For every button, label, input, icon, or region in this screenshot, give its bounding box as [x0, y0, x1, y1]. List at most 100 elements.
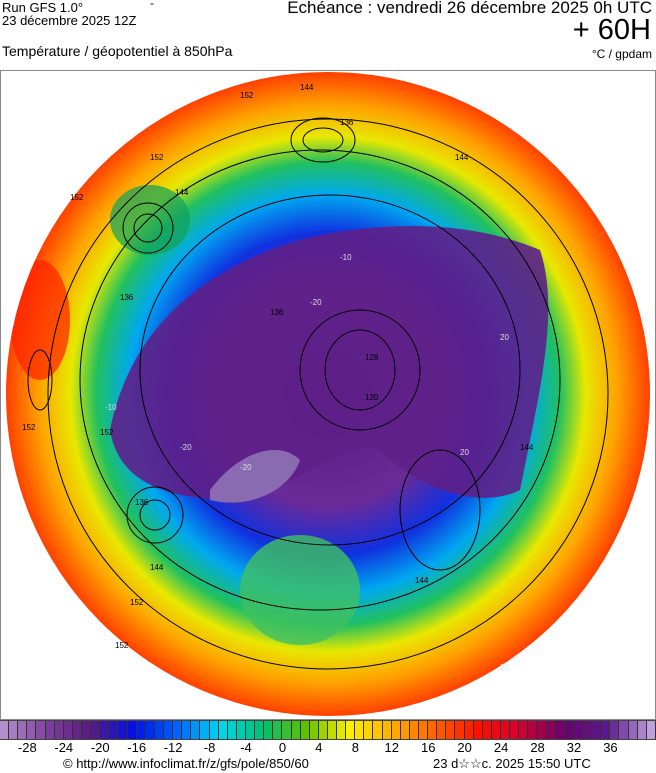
color-scale-cell: [446, 721, 456, 739]
color-scale-cell: [264, 721, 274, 739]
dash-mark: -: [150, 0, 154, 10]
color-scale-cell: [54, 721, 64, 739]
polar-temperature-map: 152 144 136 152 144 152 144 136 128 120 136 144 152 1…: [0, 70, 656, 720]
color-scale-cell: [537, 721, 547, 739]
isotherm-label: -20: [310, 298, 322, 307]
color-scale-cell: [428, 721, 438, 739]
color-scale-tick: 4: [315, 740, 323, 755]
color-scale-cell: [318, 721, 328, 739]
color-scale-cell: [173, 721, 183, 739]
parameter-title: Température / géopotentiel à 850hPa: [2, 43, 233, 59]
color-scale-cell: [191, 721, 201, 739]
color-scale-tick: 16: [420, 740, 436, 755]
isotherm-label: -20: [240, 463, 252, 472]
color-scale-cell: [555, 721, 565, 739]
color-scale-cell: [482, 721, 492, 739]
run-date: 23 décembre 2025 12Z: [2, 13, 137, 28]
color-scale-cell: [491, 721, 502, 739]
isotherm-label: 20: [500, 333, 509, 342]
isotherm-label: -20: [180, 443, 192, 452]
green-region: [240, 535, 360, 645]
color-scale-cell: [583, 721, 593, 739]
color-scale-cell: [63, 721, 73, 739]
color-scale-cell: [291, 721, 301, 739]
color-scale-cell: [337, 721, 347, 739]
color-scale-cell: [218, 721, 228, 739]
color-scale-cell: [72, 721, 82, 739]
color-scale-cell: [182, 721, 192, 739]
color-scale-cell: [100, 721, 110, 739]
color-scale-tick: 12: [384, 740, 399, 755]
color-scale-cell: [546, 721, 556, 739]
color-scale-cell: [309, 721, 319, 739]
color-scale-cell: [382, 721, 392, 739]
cold-core: [210, 450, 300, 503]
color-scale-tick: 28: [530, 740, 545, 755]
isotherm-label: 20: [460, 448, 469, 457]
color-scale-cell: [592, 721, 602, 739]
color-scale-cell: [355, 721, 365, 739]
color-scale-cell: [200, 721, 210, 739]
color-scale-cell: [637, 721, 647, 739]
color-scale-cell: [273, 721, 283, 739]
color-scale-cell: [236, 721, 246, 739]
color-scale-cell: [528, 721, 538, 739]
color-scale-tick: 8: [351, 740, 359, 755]
color-scale-cell: [300, 721, 310, 739]
generated-time: 23 d☆☆c. 2025 15:50 UTC: [433, 756, 591, 771]
color-scale-tick: 0: [278, 740, 287, 755]
color-scale-cell: [282, 721, 292, 739]
color-scale-cell: [628, 721, 638, 739]
contour-label: 152: [100, 428, 114, 437]
color-scale-tick: -20: [90, 740, 110, 755]
color-scale-cell: [145, 721, 155, 739]
contour-label: 144: [175, 188, 189, 197]
isotherm-label: 20: [500, 663, 509, 672]
contour-label: 120: [365, 393, 379, 402]
color-scale-cell: [464, 721, 474, 739]
color-scale-cell: [127, 721, 137, 739]
color-scale-tick: -28: [17, 740, 37, 755]
color-scale-cell: [118, 721, 128, 739]
color-scale-cell: [45, 721, 55, 739]
contour-label: 136: [340, 118, 354, 127]
contour-label: 152: [240, 91, 254, 100]
color-scale-cell: [18, 721, 28, 739]
color-scale-cell: [619, 721, 629, 739]
color-scale-tick: 24: [493, 740, 509, 755]
contour-label: 144: [415, 576, 429, 585]
color-scale-cell: [255, 721, 265, 739]
contour-label: 152: [150, 153, 164, 162]
color-scale-cell: [400, 721, 410, 739]
contour-label: 136: [135, 498, 149, 507]
contour-label: 136: [270, 308, 284, 317]
color-scale-cell: [227, 721, 237, 739]
contour-label: 136: [120, 293, 134, 302]
color-scale-cell: [409, 721, 420, 739]
isotherm-label: -10: [105, 403, 117, 412]
contour-label: 144: [520, 443, 534, 452]
color-scale-cell: [9, 721, 19, 739]
color-scale-tick: -16: [127, 740, 147, 755]
color-scale-cell: [373, 721, 383, 739]
color-scale-tick: 20: [457, 740, 472, 755]
geopotential-contours: [27, 117, 609, 670]
color-scale-cell: [209, 721, 219, 739]
color-scale-cell: [601, 721, 611, 739]
color-scale-cell: [109, 721, 119, 739]
color-scale-cell: [419, 721, 429, 739]
green-region: [110, 185, 190, 255]
color-scale-cell: [573, 721, 583, 739]
run-label: Run GFS 1.0°: [2, 0, 84, 15]
credit-link[interactable]: © http://www.infoclimat.fr/z/gfs/pole/85…: [63, 756, 309, 771]
color-scale-cell: [501, 721, 511, 739]
color-scale-cell: [646, 721, 656, 739]
color-scale-bar: [0, 720, 656, 740]
contour-label: 152: [130, 598, 144, 607]
contour-label: 128: [365, 353, 379, 362]
color-scale-tick: -8: [203, 740, 216, 755]
color-scale-tick: 32: [566, 740, 582, 755]
contour-label: 152: [22, 423, 36, 432]
warm-region: [10, 260, 70, 380]
color-scale-cell: [81, 721, 92, 739]
